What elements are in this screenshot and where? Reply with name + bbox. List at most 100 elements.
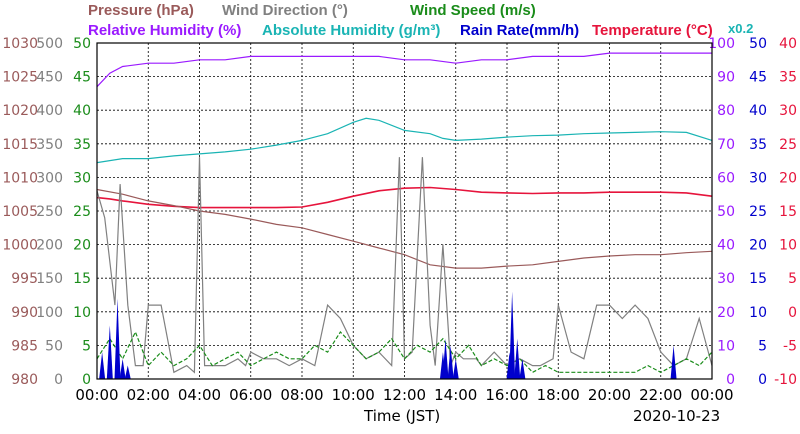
y-tick-pressure: 1025: [2, 70, 38, 86]
y-tick-temperature: 10: [779, 238, 797, 254]
series-pressure-hpa: [96, 188, 713, 269]
y-tick-temperature: 20: [779, 170, 797, 186]
rain-rate-bar: [447, 345, 454, 379]
y-tick-wind_direction: 200: [36, 238, 63, 254]
y-tick-wind_direction: 0: [54, 372, 63, 388]
y-tick-relative_humidity: 80: [717, 103, 735, 119]
y-tick-rain_rate: 25: [749, 204, 767, 220]
y-tick-wind_speed: 30: [73, 170, 91, 186]
date-label: 2020-10-23: [633, 407, 720, 425]
y-tick-wind_speed: 10: [73, 305, 91, 321]
y-tick-wind_direction: 150: [36, 271, 63, 287]
x-axis-title: Time (JST): [363, 407, 440, 425]
y-tick-pressure: 1005: [2, 204, 38, 220]
y-tick-temperature: 40: [779, 36, 797, 52]
y-tick-pressure: 1020: [2, 103, 38, 119]
y-tick-relative_humidity: 100: [708, 36, 735, 52]
y-tick-pressure: 1010: [2, 170, 38, 186]
y-tick-pressure: 980: [11, 372, 38, 388]
y-tick-relative_humidity: 0: [726, 372, 735, 388]
y-tick-wind_direction: 100: [36, 305, 63, 321]
y-tick-relative_humidity: 30: [717, 271, 735, 287]
axis-labels: 1030102510201015101010051000995990985980…: [2, 36, 797, 404]
y-tick-rain_rate: 0: [758, 372, 767, 388]
y-tick-rain_rate: 5: [758, 338, 767, 354]
x-tick-label: 18:00: [537, 386, 580, 404]
y-tick-rain_rate: 30: [749, 170, 767, 186]
y-tick-wind_direction: 450: [36, 70, 63, 86]
y-tick-wind_speed: 45: [73, 70, 91, 86]
series-relative-humidity: [96, 52, 712, 88]
rain-rate-bar: [114, 298, 121, 379]
series-wind-speed-m-s: [96, 330, 713, 374]
y-tick-wind_speed: 20: [73, 238, 91, 254]
y-tick-relative_humidity: 90: [717, 70, 735, 86]
legend-rain-rate: Rain Rate(mm/h): [460, 22, 579, 39]
series-absolute-humidity-g-m: [96, 117, 713, 164]
rain-rate-bar: [442, 338, 449, 379]
y-tick-temperature: -10: [774, 372, 797, 388]
rain-rate-bar: [452, 358, 459, 379]
y-tick-wind_direction: 50: [45, 338, 63, 354]
y-tick-pressure: 1030: [2, 36, 38, 52]
y-tick-relative_humidity: 40: [717, 238, 735, 254]
y-tick-relative_humidity: 20: [717, 305, 735, 321]
rain-rate-bar: [670, 345, 677, 379]
y-tick-wind_speed: 25: [73, 204, 91, 220]
y-tick-wind_speed: 40: [73, 103, 91, 119]
rain-rate-bar: [99, 352, 106, 379]
x-tick-label: 10:00: [332, 386, 375, 404]
y-tick-wind_direction: 300: [36, 170, 63, 186]
rain-rate-bar: [106, 325, 113, 379]
rain-rate-bar: [119, 358, 126, 379]
series-layer: [96, 52, 713, 379]
legend-wind-direction: Wind Direction (°): [222, 2, 348, 19]
x-tick-label: 14:00: [434, 386, 477, 404]
x-tick-label: 12:00: [383, 386, 426, 404]
legend-absolute-humidity: Absolute Humidity (g/m³): [262, 22, 440, 39]
y-tick-pressure: 985: [11, 338, 38, 354]
y-tick-wind_direction: 400: [36, 103, 63, 119]
y-tick-rain_rate: 35: [749, 137, 767, 153]
legend: Pressure (hPa) Wind Direction (°) Wind S…: [88, 2, 753, 39]
y-tick-rain_rate: 45: [749, 70, 767, 86]
y-tick-wind_speed: 50: [73, 36, 91, 52]
x-tick-label: 00:00: [690, 386, 733, 404]
y-tick-temperature: 0: [788, 305, 797, 321]
y-tick-rain_rate: 10: [749, 305, 767, 321]
y-tick-pressure: 1000: [2, 238, 38, 254]
y-tick-wind_speed: 35: [73, 137, 91, 153]
x-tick-label: 00:00: [75, 386, 118, 404]
legend-scale-note: x0.2: [728, 21, 753, 36]
y-tick-temperature: 30: [779, 103, 797, 119]
y-tick-temperature: 25: [779, 137, 797, 153]
rain-rate-bar: [124, 365, 131, 379]
y-tick-wind_speed: 15: [73, 271, 91, 287]
y-tick-relative_humidity: 10: [717, 338, 735, 354]
x-tick-label: 06:00: [229, 386, 272, 404]
y-tick-rain_rate: 40: [749, 103, 767, 119]
x-tick-label: 16:00: [485, 386, 528, 404]
grid: [97, 43, 712, 379]
y-tick-wind_speed: 0: [82, 372, 91, 388]
y-tick-temperature: 35: [779, 70, 797, 86]
y-tick-wind_direction: 250: [36, 204, 63, 220]
legend-wind-speed: Wind Speed (m/s): [410, 2, 536, 19]
legend-relative-humidity: Relative Humidity (%): [88, 22, 241, 39]
y-tick-wind_speed: 5: [82, 338, 91, 354]
x-tick-label: 22:00: [639, 386, 682, 404]
x-tick-label: 02:00: [127, 386, 170, 404]
rain-rate-bar: [514, 338, 521, 379]
x-tick-label: 08:00: [280, 386, 323, 404]
y-tick-temperature: 5: [788, 271, 797, 287]
rain-rate-bar: [519, 358, 526, 379]
x-tick-label: 04:00: [178, 386, 221, 404]
y-tick-relative_humidity: 50: [717, 204, 735, 220]
legend-pressure: Pressure (hPa): [88, 2, 194, 19]
legend-temperature: Temperature (°C): [592, 22, 713, 39]
y-tick-pressure: 1015: [2, 137, 38, 153]
y-tick-pressure: 995: [11, 271, 38, 287]
y-tick-relative_humidity: 60: [717, 170, 735, 186]
x-tick-label: 20:00: [588, 386, 631, 404]
